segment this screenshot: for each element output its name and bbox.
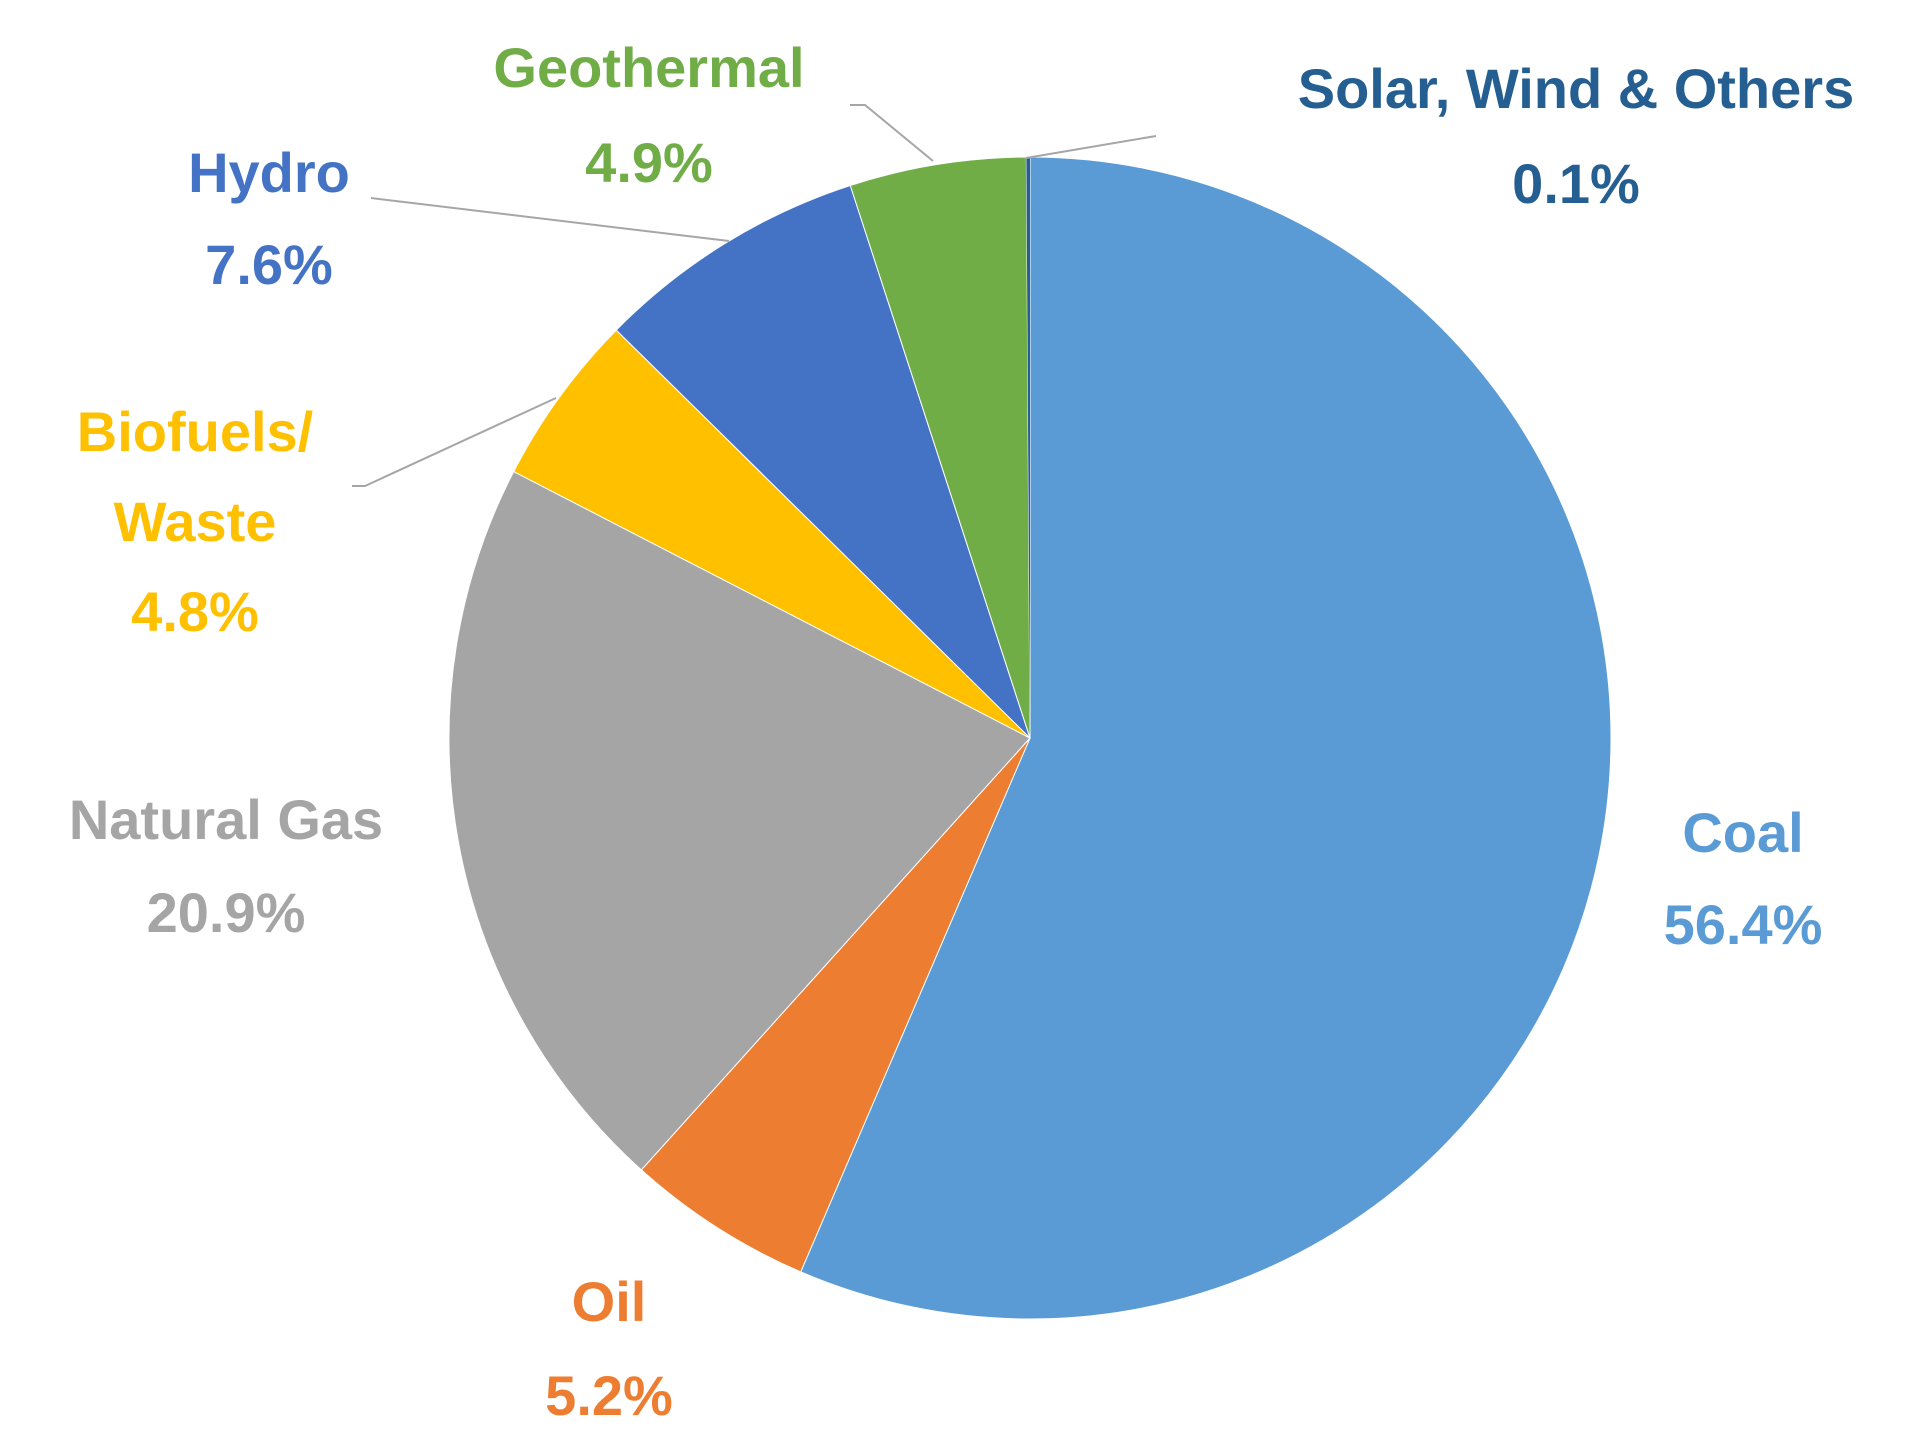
slice-label-line: Solar, Wind & Others (1298, 57, 1854, 120)
slice-label-line: Coal (1682, 801, 1803, 864)
slice-label: Hydro (188, 141, 350, 204)
slice-label-line: Biofuels/ (77, 400, 314, 463)
value-label: 20.9% (147, 881, 306, 944)
slice-label: Natural Gas (69, 788, 383, 851)
leader-line (370, 197, 730, 242)
value-label: 56.4% (1664, 893, 1823, 956)
pie-slice (513, 329, 1031, 739)
slice-label-line: Oil (572, 1270, 647, 1333)
slice-label-line: Geothermal (493, 36, 804, 99)
slice-label: Geothermal (493, 36, 804, 99)
pie-slice (640, 737, 1031, 1273)
leader-line (1025, 135, 1157, 159)
value-label: 7.6% (205, 233, 333, 296)
slice-label: Oil (572, 1270, 647, 1333)
leader-line (352, 397, 557, 487)
pie-slice (849, 156, 1031, 739)
value-label: 0.1% (1512, 152, 1640, 215)
slice-label-line: Hydro (188, 141, 350, 204)
leader-line (850, 104, 934, 162)
pie-slice (1026, 157, 1030, 738)
value-label: 5.2% (545, 1364, 673, 1427)
value-label: 4.9% (585, 131, 713, 194)
value-label: 4.8% (131, 580, 259, 643)
slice-label-line: Natural Gas (69, 788, 383, 851)
slice-label: Biofuels/Waste (77, 400, 314, 553)
slice-label-line: Waste (114, 490, 277, 553)
slices (448, 156, 1612, 1320)
pie-slice (800, 156, 1612, 1320)
slice-label: Coal (1682, 801, 1803, 864)
leader-lines (352, 104, 1157, 487)
pie-slice (448, 470, 1031, 1171)
pie-slice (615, 184, 1031, 739)
slice-label: Solar, Wind & Others (1298, 57, 1854, 120)
